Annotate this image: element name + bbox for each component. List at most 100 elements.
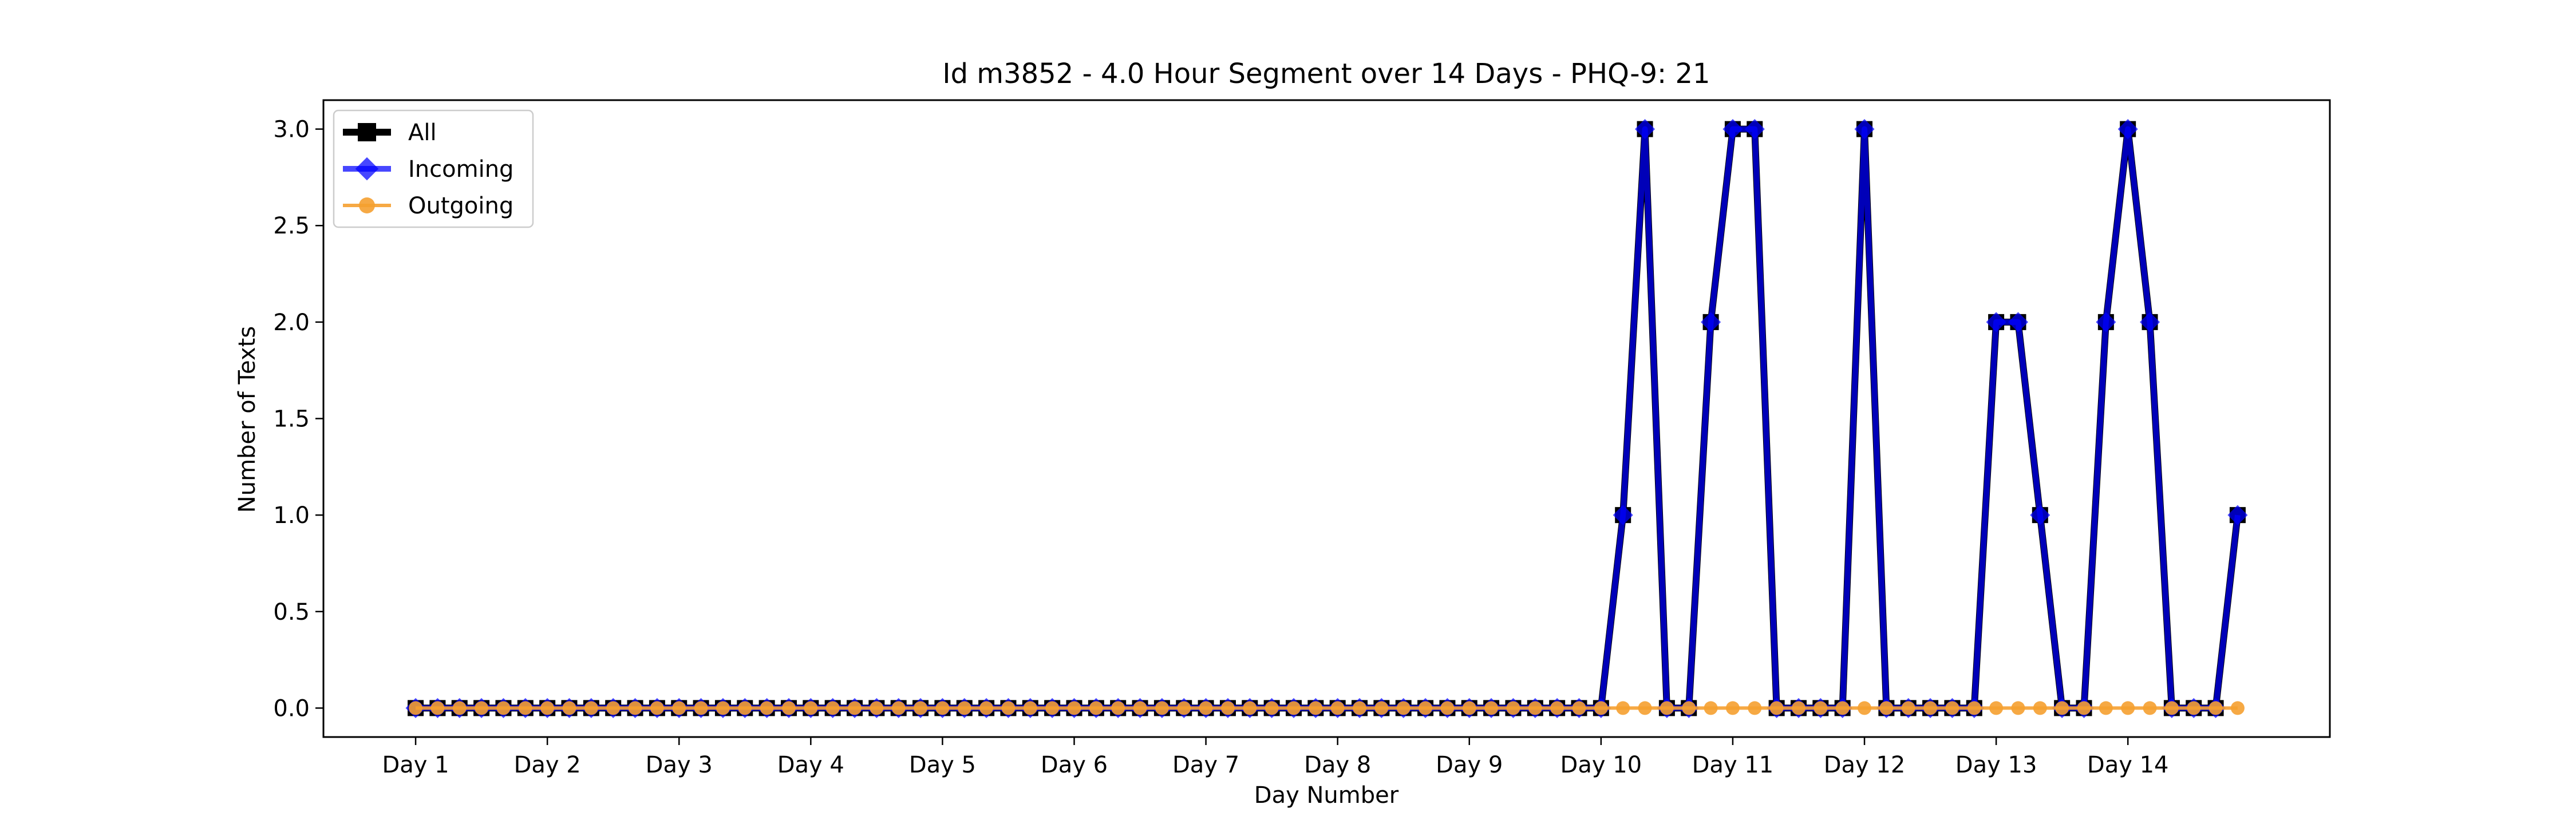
data-point-outgoing xyxy=(1791,701,1805,715)
data-point-outgoing xyxy=(1220,701,1235,715)
data-point-incoming xyxy=(2096,312,2116,332)
legend: All Incoming Outgoing xyxy=(333,109,534,228)
data-point-outgoing xyxy=(2099,701,2113,715)
data-point-outgoing xyxy=(848,701,862,715)
data-point-outgoing xyxy=(1089,701,1103,715)
data-point-outgoing xyxy=(825,701,840,715)
x-tick-label: Day 5 xyxy=(909,752,976,778)
data-point-outgoing xyxy=(518,701,532,715)
data-point-outgoing xyxy=(1419,701,1433,715)
x-axis-label: Day Number xyxy=(1254,782,1399,809)
data-point-outgoing xyxy=(1725,701,1740,715)
data-point-outgoing xyxy=(1989,701,2004,715)
legend-label: All xyxy=(408,120,437,146)
data-point-incoming xyxy=(1854,119,1875,140)
data-point-incoming xyxy=(2227,505,2248,525)
data-point-outgoing xyxy=(716,701,730,715)
data-point-outgoing xyxy=(496,701,511,715)
data-point-outgoing xyxy=(1396,701,1411,715)
data-point-outgoing xyxy=(1309,701,1323,715)
x-tick-label: Day 4 xyxy=(777,752,844,778)
legend-swatch-marker xyxy=(355,157,379,181)
data-point-outgoing xyxy=(2208,701,2223,715)
x-tick-label: Day 12 xyxy=(1824,752,1906,778)
y-tick-label: 3.0 xyxy=(273,117,310,143)
data-point-outgoing xyxy=(1572,701,1586,715)
data-point-outgoing xyxy=(2033,701,2047,715)
x-tick-label: Day 10 xyxy=(1560,752,1642,778)
data-point-incoming xyxy=(2117,119,2138,140)
y-tick-label: 2.5 xyxy=(273,213,310,239)
legend-entry-outgoing: Outgoing xyxy=(343,193,513,219)
data-point-outgoing xyxy=(540,701,555,715)
data-point-outgoing xyxy=(1374,701,1389,715)
data-point-outgoing xyxy=(1594,701,1608,715)
data-point-outgoing xyxy=(957,701,971,715)
data-point-outgoing xyxy=(409,701,423,715)
legend-swatch-marker xyxy=(359,197,375,213)
data-point-outgoing xyxy=(430,701,445,715)
data-point-outgoing xyxy=(1199,701,1213,715)
data-point-outgoing xyxy=(628,701,642,715)
legend-box xyxy=(333,109,534,228)
legend-label: Incoming xyxy=(408,156,513,183)
data-point-outgoing xyxy=(1462,701,1476,715)
data-point-incoming xyxy=(2008,312,2029,332)
data-point-outgoing xyxy=(1155,701,1169,715)
data-point-outgoing xyxy=(1353,701,1367,715)
data-point-outgoing xyxy=(2077,701,2091,715)
data-point-outgoing xyxy=(914,701,928,715)
data-point-outgoing xyxy=(1682,701,1696,715)
data-point-outgoing xyxy=(2143,701,2157,715)
data-point-outgoing xyxy=(1484,701,1499,715)
data-point-outgoing xyxy=(1550,701,1564,715)
legend-entry-all: All xyxy=(343,120,437,146)
y-tick-label: 0.5 xyxy=(273,599,310,625)
data-point-outgoing xyxy=(1133,701,1147,715)
data-point-outgoing xyxy=(804,701,818,715)
x-tick-label: Day 3 xyxy=(646,752,713,778)
data-point-outgoing xyxy=(2055,701,2069,715)
data-point-outgoing xyxy=(1177,701,1191,715)
x-tick-label: Day 8 xyxy=(1304,752,1371,778)
data-point-incoming xyxy=(1744,119,1765,140)
data-point-incoming xyxy=(1613,505,1633,525)
legend-entry-incoming: Incoming xyxy=(343,156,513,183)
y-tick-label: 1.0 xyxy=(273,502,310,529)
x-tick-label: Day 6 xyxy=(1041,752,1108,778)
data-point-outgoing xyxy=(870,701,884,715)
data-point-outgoing xyxy=(1111,701,1125,715)
x-tick-label: Day 9 xyxy=(1436,752,1503,778)
data-point-outgoing xyxy=(1967,701,1981,715)
data-point-outgoing xyxy=(1440,701,1455,715)
data-point-outgoing xyxy=(935,701,950,715)
data-point-outgoing xyxy=(891,701,906,715)
data-point-outgoing xyxy=(2011,701,2025,715)
data-point-outgoing xyxy=(2230,701,2245,715)
data-point-incoming xyxy=(1701,312,1721,332)
data-point-incoming xyxy=(1722,119,1743,140)
data-point-outgoing xyxy=(672,701,686,715)
data-point-outgoing xyxy=(1265,701,1279,715)
chart-title: Id m3852 - 4.0 Hour Segment over 14 Days… xyxy=(942,58,1710,90)
legend-swatch-marker xyxy=(358,123,376,141)
data-point-outgoing xyxy=(452,701,467,715)
data-point-outgoing xyxy=(1879,701,1894,715)
data-point-outgoing xyxy=(760,701,774,715)
plot-frame xyxy=(322,99,2331,738)
x-tick-label: Day 13 xyxy=(1955,752,2037,778)
x-tick-label: Day 14 xyxy=(2087,752,2169,778)
data-point-outgoing xyxy=(1528,701,1542,715)
x-tick-label: Day 7 xyxy=(1172,752,1239,778)
data-point-outgoing xyxy=(1901,701,1915,715)
data-point-outgoing xyxy=(1945,701,1959,715)
data-point-outgoing xyxy=(1045,701,1060,715)
y-tick-label: 0.0 xyxy=(273,695,310,722)
data-point-outgoing xyxy=(1814,701,1828,715)
series-outgoing xyxy=(409,701,2245,715)
data-point-outgoing xyxy=(584,701,598,715)
data-point-outgoing xyxy=(1923,701,1938,715)
data-point-outgoing xyxy=(1023,701,1037,715)
y-axis-label: Number of Texts xyxy=(234,326,260,513)
y-tick-label: 1.5 xyxy=(273,406,310,433)
